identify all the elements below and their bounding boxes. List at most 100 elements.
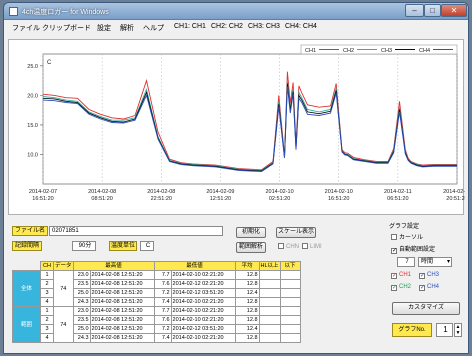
min-value-cell: 7.6 — [153, 279, 172, 289]
max-time-cell: 2014-02-08 12:51:20 — [89, 279, 155, 289]
avg-cell: 12.8 — [234, 333, 260, 343]
menu-ch4[interactable]: CH4: CH4 — [285, 23, 317, 30]
table-row: 4 24.3 2014-02-08 12:51:20 7.4 2014-02-10 02… — [13, 333, 301, 343]
x-tick-label: 2014-02-10 02:51:20 — [266, 189, 294, 202]
minimize-button[interactable]: – — [405, 4, 424, 17]
y-tick-label: 20.0 — [27, 93, 38, 99]
avg-cell: 12.8 — [234, 270, 260, 280]
min-time-cell: 2014-02-10 02:21:20 — [170, 270, 236, 280]
ch2-checkbox[interactable]: ✓ CH2 — [391, 284, 412, 291]
time-unit-select[interactable]: 時間 ▾ — [418, 257, 452, 267]
x-tick-label: 2014-02-09 12:51:20 — [206, 189, 234, 202]
max-time-cell: 2014-02-08 12:51:20 — [89, 333, 155, 343]
menu-analysis[interactable]: 解析 — [120, 25, 134, 32]
y-tick-label: 10.0 — [27, 152, 38, 158]
auto-scale-checkbox[interactable]: ✓ 自動範囲設定 — [391, 247, 436, 254]
chevron-down-icon: ▾ — [446, 259, 450, 265]
chn-checkbox[interactable]: CHN — [278, 243, 299, 252]
hl-above-cell — [258, 270, 281, 280]
avg-cell: 12.8 — [234, 279, 260, 289]
col-min: 最低値 — [153, 261, 236, 271]
chart-svg: 2014-02-07 16:51:20 2014-02-08 08:51:20 2014… — [27, 44, 468, 202]
statistics-table: CH データ 最高値 最低値 平均 HL以上 以下 全体 1 74 23.0 2014-… — [12, 261, 301, 343]
ch1-checkbox[interactable]: ✓ CH1 — [391, 272, 412, 279]
max-time-cell: 2014-02-08 12:51:20 — [89, 297, 155, 307]
menu-file[interactable]: ファイル — [12, 25, 40, 32]
time-value-field[interactable]: 7 — [397, 257, 415, 267]
col-ch: CH — [40, 261, 54, 271]
min-time-cell: 2014-02-12 03:51:20 — [170, 324, 236, 334]
scale-display-button[interactable]: スケール表示 — [276, 227, 316, 238]
menu-clipboard[interactable]: クリップボード — [42, 25, 91, 32]
menu-ch2[interactable]: CH2: CH2 — [211, 23, 243, 30]
min-time-cell: 2014-02-10 02:21:20 — [170, 333, 236, 343]
corner-cell — [12, 261, 41, 271]
menu-settings[interactable]: 設定 — [97, 25, 111, 32]
menu-ch1[interactable]: CH1: CH1 — [174, 23, 206, 30]
legend-box — [300, 44, 458, 55]
ch4-checkbox[interactable]: ✓ CH4 — [419, 284, 440, 291]
ch-cell: 2 — [40, 315, 54, 325]
cursor-label: カーソル — [399, 235, 424, 241]
x-tick-label: 2014-02-08 22:51:20 — [147, 189, 175, 202]
hl-above-cell — [258, 297, 281, 307]
time-unit-value: 時間 — [421, 259, 434, 265]
graph-no-spinner[interactable]: ▲ ▼ — [454, 323, 462, 337]
title-bar: 4ch温度ロガー for Windows – □ ✕ — [4, 3, 468, 20]
ch-cell: 3 — [40, 288, 54, 298]
ch1-check-label: CH1 — [399, 272, 412, 278]
unit-label: C — [47, 60, 52, 66]
close-button[interactable]: ✕ — [441, 4, 467, 17]
x-tick-label: 2014-02-1120:51:20 — [443, 189, 465, 202]
hl-above-cell — [258, 306, 281, 316]
y-tick-label: 25.0 — [27, 64, 38, 70]
legend-label: CH2 — [343, 48, 354, 54]
ch3-checkbox[interactable]: ✓ CH3 — [419, 272, 440, 279]
initialize-button[interactable]: 初期化 — [236, 227, 266, 238]
max-value-cell: 23.0 — [72, 270, 91, 280]
below-cell — [279, 315, 301, 325]
col-data: データ — [53, 261, 74, 271]
range-analysis-button[interactable]: 範囲解析 — [236, 242, 266, 253]
customize-button[interactable]: カスタマイズ — [392, 302, 460, 315]
min-value-cell: 7.4 — [153, 333, 172, 343]
ch-cell: 1 — [40, 306, 54, 316]
legend-label: CH1 — [305, 48, 316, 54]
maximize-button[interactable]: □ — [424, 4, 441, 17]
ch-cell: 3 — [40, 324, 54, 334]
auto-scale-label: 自動範囲設定 — [399, 247, 436, 253]
min-value-cell: 7.4 — [153, 297, 172, 307]
count-cell: 74 — [53, 306, 74, 343]
max-value-cell: 25.0 — [72, 288, 91, 298]
menu-ch3[interactable]: CH3: CH3 — [248, 23, 280, 30]
record-interval-field[interactable]: 90分 — [72, 241, 96, 251]
col-below: 以下 — [279, 261, 301, 271]
ch2-check-label: CH2 — [399, 284, 412, 290]
menu-help[interactable]: ヘルプ — [143, 25, 164, 32]
ch-cell: 1 — [40, 270, 54, 280]
ch-cell: 4 — [40, 333, 54, 343]
max-value-cell: 24.3 — [72, 333, 91, 343]
below-cell — [279, 270, 301, 280]
legend-label: CH3 — [381, 48, 392, 54]
x-tick-label: 2014-02-07 16:51:20 — [29, 189, 57, 202]
limi-checkbox[interactable]: LIMI — [302, 243, 322, 252]
temperature-chart[interactable]: 2014-02-07 16:51:20 2014-02-08 08:51:20 2014… — [8, 39, 468, 215]
temp-unit-field[interactable]: C — [140, 241, 154, 251]
file-name-label: ファイル名 — [12, 226, 48, 236]
below-cell — [279, 297, 301, 307]
x-tick-label: 2014-02-10 16:51:20 — [325, 189, 353, 202]
record-interval-label: 記録間隔 — [12, 241, 42, 251]
max-time-cell: 2014-02-08 12:51:20 — [89, 270, 155, 280]
count-cell: 74 — [53, 270, 74, 307]
chn-label: CHN — [286, 244, 299, 250]
legend-label: CH4 — [419, 48, 430, 54]
file-name-field[interactable]: 02071851 — [49, 226, 223, 236]
min-time-cell: 2014-02-10 02:21:20 — [170, 315, 236, 325]
cursor-checkbox[interactable]: カーソル — [391, 234, 423, 243]
avg-cell: 12.8 — [234, 315, 260, 325]
below-cell — [279, 279, 301, 289]
graph-settings-title: グラフ設定 — [389, 224, 420, 230]
min-time-cell: 2014-02-10 02:21:20 — [170, 297, 236, 307]
graph-no-field[interactable]: 1 — [436, 323, 453, 337]
